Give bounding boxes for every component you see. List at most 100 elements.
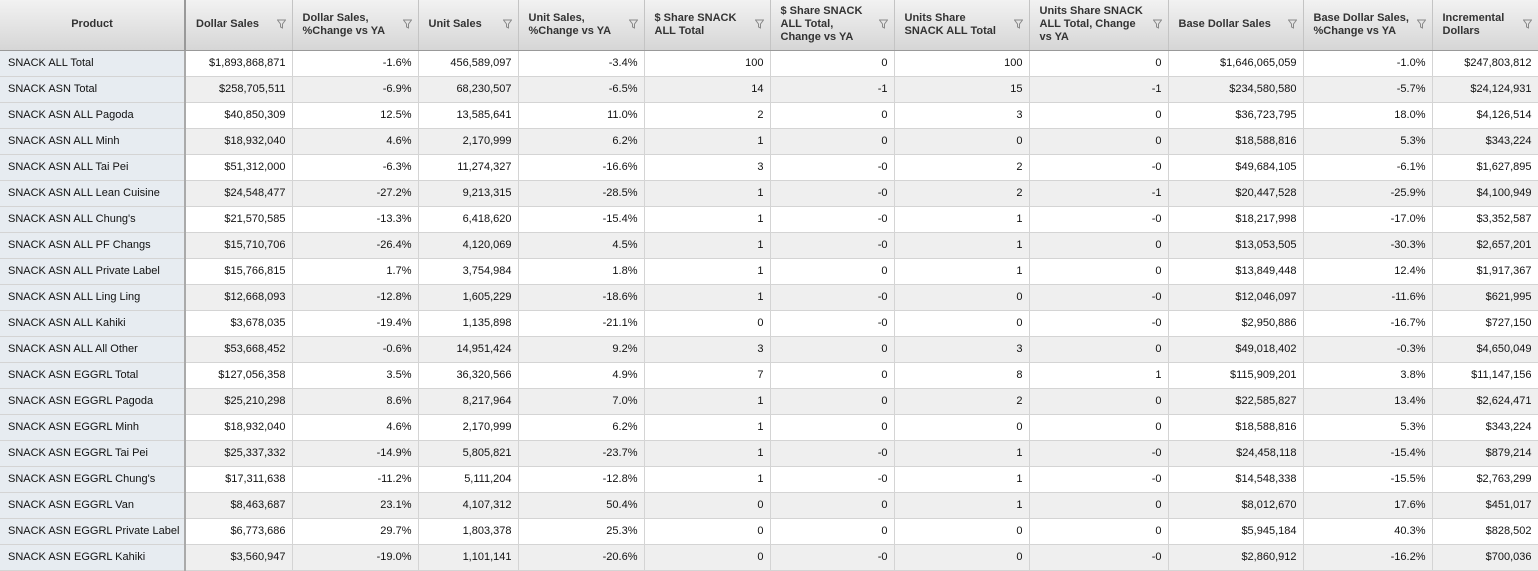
column-header[interactable]: Base Dollar Sales, %Change vs YA bbox=[1303, 0, 1433, 51]
column-header[interactable]: $ Share SNACK ALL Total bbox=[644, 0, 771, 51]
filter-icon[interactable] bbox=[276, 19, 286, 29]
value-cell: -3.4% bbox=[518, 50, 645, 77]
filter-icon[interactable] bbox=[1152, 19, 1162, 29]
value-cell: 1 bbox=[644, 206, 771, 233]
filter-icon[interactable] bbox=[1416, 19, 1426, 29]
value-cell: $8,012,670 bbox=[1168, 492, 1304, 519]
column-header[interactable]: Dollar Sales bbox=[185, 0, 293, 51]
value-cell: $13,053,505 bbox=[1168, 232, 1304, 259]
value-cell: 25.3% bbox=[518, 518, 645, 545]
column-header[interactable]: Unit Sales bbox=[418, 0, 519, 51]
value-cell: 68,230,507 bbox=[418, 76, 519, 103]
value-cell: 2,170,999 bbox=[418, 128, 519, 155]
value-cell: -6.1% bbox=[1303, 154, 1433, 181]
filter-icon[interactable] bbox=[628, 19, 638, 29]
product-cell: SNACK ASN ALL All Other bbox=[0, 336, 186, 363]
product-cell: SNACK ASN ALL Lean Cuisine bbox=[0, 180, 186, 207]
table-row: SNACK ASN EGGRL Minh $18,932,040 4.6% 2,170… bbox=[0, 414, 1538, 441]
column-header[interactable]: $ Share SNACK ALL Total, Change vs YA bbox=[770, 0, 895, 51]
filter-icon[interactable] bbox=[1013, 19, 1023, 29]
value-cell: 7 bbox=[644, 362, 771, 389]
header-label: Units Share SNACK ALL Total, Change vs Y… bbox=[1039, 5, 1143, 44]
value-cell: 3 bbox=[894, 336, 1030, 363]
header-label: Dollar Sales bbox=[196, 18, 259, 31]
value-cell: -6.5% bbox=[518, 76, 645, 103]
filter-icon[interactable] bbox=[754, 19, 764, 29]
filter-icon[interactable] bbox=[1522, 19, 1532, 29]
header-label: Units Share SNACK ALL Total bbox=[904, 11, 996, 37]
value-cell: -1.0% bbox=[1303, 50, 1433, 77]
value-cell: 1 bbox=[644, 388, 771, 415]
table-row: SNACK ASN EGGRL Private Label $6,773,686 2… bbox=[0, 518, 1538, 545]
value-cell: 100 bbox=[644, 50, 771, 77]
value-cell: -0 bbox=[770, 466, 895, 493]
value-cell: $49,684,105 bbox=[1168, 154, 1304, 181]
value-cell: -15.4% bbox=[518, 206, 645, 233]
value-cell: 5,111,204 bbox=[418, 466, 519, 493]
value-cell: $247,803,812 bbox=[1432, 50, 1538, 77]
value-cell: $4,650,049 bbox=[1432, 336, 1538, 363]
value-cell: $3,560,947 bbox=[185, 544, 293, 571]
value-cell: $24,124,931 bbox=[1432, 76, 1538, 103]
value-cell: -1 bbox=[770, 76, 895, 103]
value-cell: $115,909,201 bbox=[1168, 362, 1304, 389]
value-cell: $700,036 bbox=[1432, 544, 1538, 571]
header-label: Unit Sales, %Change vs YA bbox=[528, 11, 612, 37]
value-cell: $21,570,585 bbox=[185, 206, 293, 233]
value-cell: 15 bbox=[894, 76, 1030, 103]
value-cell: 0 bbox=[644, 518, 771, 545]
value-cell: -0 bbox=[1029, 284, 1169, 311]
product-cell: SNACK ASN ALL Ling Ling bbox=[0, 284, 186, 311]
column-header[interactable]: Product bbox=[0, 0, 186, 51]
value-cell: $2,950,886 bbox=[1168, 310, 1304, 337]
product-cell: SNACK ASN ALL Tai Pei bbox=[0, 154, 186, 181]
value-cell: -11.6% bbox=[1303, 284, 1433, 311]
value-cell: -15.4% bbox=[1303, 440, 1433, 467]
filter-icon[interactable] bbox=[1287, 19, 1297, 29]
value-cell: 2,170,999 bbox=[418, 414, 519, 441]
value-cell: 0 bbox=[770, 492, 895, 519]
filter-icon[interactable] bbox=[878, 19, 888, 29]
value-cell: 1 bbox=[894, 206, 1030, 233]
value-cell: -0 bbox=[770, 284, 895, 311]
value-cell: 7.0% bbox=[518, 388, 645, 415]
product-cell: SNACK ALL Total bbox=[0, 50, 186, 77]
value-cell: $621,995 bbox=[1432, 284, 1538, 311]
value-cell: 0 bbox=[644, 544, 771, 571]
value-cell: 1 bbox=[894, 258, 1030, 285]
value-cell: $53,668,452 bbox=[185, 336, 293, 363]
product-cell: SNACK ASN ALL PF Changs bbox=[0, 232, 186, 259]
value-cell: -23.7% bbox=[518, 440, 645, 467]
value-cell: 1.7% bbox=[292, 258, 419, 285]
value-cell: $12,046,097 bbox=[1168, 284, 1304, 311]
value-cell: -6.3% bbox=[292, 154, 419, 181]
column-header[interactable]: Incremental Dollars bbox=[1432, 0, 1538, 51]
value-cell: 3.8% bbox=[1303, 362, 1433, 389]
value-cell: -0 bbox=[1029, 310, 1169, 337]
value-cell: 0 bbox=[894, 128, 1030, 155]
column-header[interactable]: Units Share SNACK ALL Total, Change vs Y… bbox=[1029, 0, 1169, 51]
value-cell: 0 bbox=[770, 518, 895, 545]
table-row: SNACK ASN EGGRL Tai Pei $25,337,332 -14.9%… bbox=[0, 440, 1538, 467]
filter-icon[interactable] bbox=[402, 19, 412, 29]
column-header[interactable]: Unit Sales, %Change vs YA bbox=[518, 0, 645, 51]
column-header[interactable]: Dollar Sales, %Change vs YA bbox=[292, 0, 419, 51]
value-cell: 12.5% bbox=[292, 102, 419, 129]
value-cell: 0 bbox=[1029, 336, 1169, 363]
value-cell: 4.5% bbox=[518, 232, 645, 259]
product-cell: SNACK ASN EGGRL Total bbox=[0, 362, 186, 389]
product-cell: SNACK ASN EGGRL Minh bbox=[0, 414, 186, 441]
value-cell: 4,107,312 bbox=[418, 492, 519, 519]
value-cell: $2,763,299 bbox=[1432, 466, 1538, 493]
value-cell: -19.0% bbox=[292, 544, 419, 571]
value-cell: 456,589,097 bbox=[418, 50, 519, 77]
filter-icon[interactable] bbox=[502, 19, 512, 29]
column-header[interactable]: Base Dollar Sales bbox=[1168, 0, 1304, 51]
value-cell: -13.3% bbox=[292, 206, 419, 233]
value-cell: 50.4% bbox=[518, 492, 645, 519]
value-cell: $6,773,686 bbox=[185, 518, 293, 545]
table-row: SNACK ASN ALL Pagoda $40,850,309 12.5% 13,5… bbox=[0, 102, 1538, 129]
column-header[interactable]: Units Share SNACK ALL Total bbox=[894, 0, 1030, 51]
